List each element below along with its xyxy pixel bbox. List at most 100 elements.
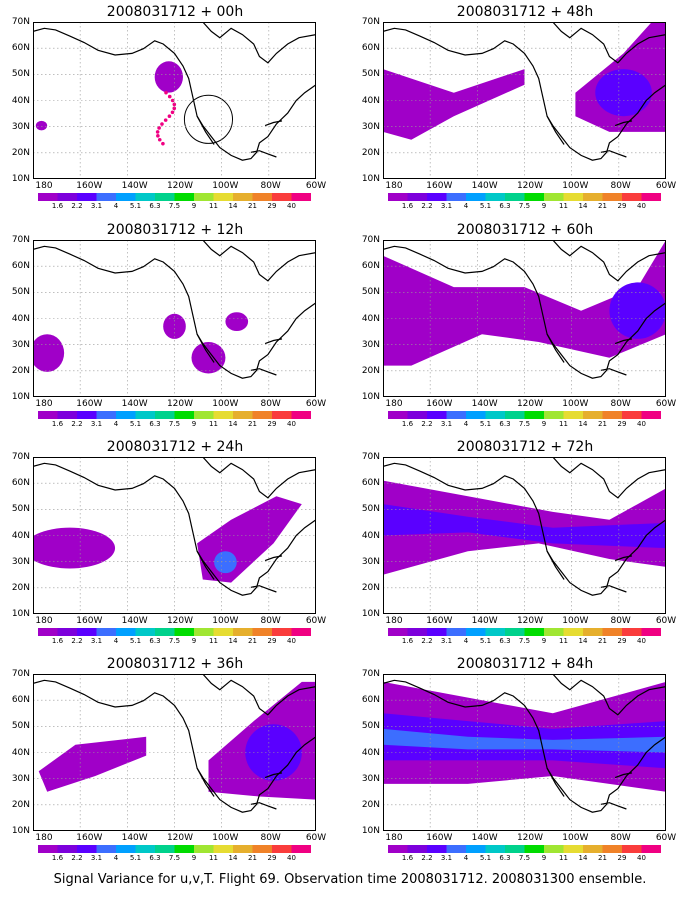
colorbar-swatch xyxy=(622,411,642,419)
y-tick-label: 30N xyxy=(361,556,380,567)
coastline xyxy=(202,674,316,716)
panel-title: 2008031712 + 00h xyxy=(106,4,244,20)
colorbar-swatch xyxy=(583,845,603,853)
colorbar-label: 40 xyxy=(287,202,296,210)
grid-lines xyxy=(383,457,666,614)
colorbar-swatch xyxy=(427,845,447,853)
colorbar-swatch xyxy=(388,845,408,853)
variance-region xyxy=(154,61,183,93)
variance-region xyxy=(225,312,249,332)
colorbar-swatch xyxy=(544,193,564,201)
map-plot xyxy=(383,240,666,397)
x-tick-label: 140W xyxy=(471,399,498,409)
y-tick-label: 70N xyxy=(361,17,380,27)
colorbar-swatch xyxy=(272,628,292,636)
colorbar xyxy=(388,845,661,853)
coastline xyxy=(264,772,283,779)
panel-title: 2008031712 + 24h xyxy=(106,439,244,455)
colorbar-label: 29 xyxy=(267,420,277,428)
y-tick-label: 60N xyxy=(11,478,30,489)
colorbar-label: 9 xyxy=(191,637,197,645)
coastline xyxy=(33,27,316,161)
y-tick-label: 10N xyxy=(11,392,30,402)
colorbar-swatch xyxy=(466,411,486,419)
y-tick-label: 20N xyxy=(11,365,30,376)
map-panel-84h: 2008031712 + 84h 70N 60N 50N 40N 30N 20N 10N 180… xyxy=(350,654,700,876)
grid-lines xyxy=(383,674,666,831)
colorbar-swatch xyxy=(544,845,564,853)
colorbar-swatch xyxy=(174,628,195,636)
x-tick-label: 80W xyxy=(610,616,631,626)
variance-region xyxy=(33,527,116,569)
colorbar-label: 14 xyxy=(578,202,588,210)
colorbar xyxy=(38,411,311,419)
colorbar-label: 11 xyxy=(559,202,568,210)
colorbar-swatch xyxy=(505,411,525,419)
flight-track-point xyxy=(170,98,175,103)
coastline xyxy=(383,245,666,379)
coastline xyxy=(383,462,666,596)
map-panel-24h: 2008031712 + 24h 70N 60N 50N 40N 30N 20N 10N 180… xyxy=(0,437,350,659)
colorbar-label: 14 xyxy=(578,854,588,862)
flight-track-point xyxy=(160,122,164,126)
y-tick-label: 50N xyxy=(361,287,380,298)
colorbar-label: 6.3 xyxy=(149,420,161,428)
y-tick-label: 30N xyxy=(11,773,30,784)
y-tick-label: 10N xyxy=(11,609,30,619)
x-tick-label: 60W xyxy=(305,616,327,626)
colorbar-label: 9 xyxy=(191,420,197,428)
colorbar-swatch xyxy=(641,193,661,201)
x-tick-label: 120W xyxy=(516,833,544,843)
map-frame xyxy=(33,240,316,397)
colorbar-label: 2.2 xyxy=(421,637,433,645)
colorbar-label: 11 xyxy=(559,420,568,428)
colorbar-label: 40 xyxy=(287,420,296,428)
flight-track-point xyxy=(157,137,162,142)
colorbar-label: 3.1 xyxy=(90,202,103,210)
coastline xyxy=(196,115,215,145)
y-tick-label: 60N xyxy=(11,43,30,54)
x-tick-label: 160W xyxy=(76,833,103,843)
y-tick-label: 50N xyxy=(361,504,380,515)
colorbar-label: 3.1 xyxy=(90,420,103,428)
colorbar-label: 6.3 xyxy=(149,854,161,862)
x-tick-label: 180 xyxy=(35,181,53,191)
x-tick-label: 140W xyxy=(471,833,498,843)
colorbar-label: 29 xyxy=(267,202,277,210)
y-tick-label: 40N xyxy=(11,747,30,758)
coastline xyxy=(196,550,215,580)
colorbar-label: 6.3 xyxy=(499,854,511,862)
colorbar-swatch xyxy=(524,845,545,853)
colorbar-label: 5.1 xyxy=(129,420,142,428)
colorbar-swatch xyxy=(427,628,447,636)
colorbar-label: 1.6 xyxy=(51,202,64,210)
colorbar-swatch xyxy=(563,628,584,636)
colorbar-swatch xyxy=(135,845,156,853)
x-tick-label: 140W xyxy=(471,616,498,626)
colorbar-swatch xyxy=(252,193,273,201)
colorbar-swatch xyxy=(57,193,78,201)
y-tick-label: 20N xyxy=(361,582,380,593)
colorbar-label: 6.3 xyxy=(499,637,511,645)
y-tick-label: 60N xyxy=(11,261,30,272)
colorbar-swatch xyxy=(174,411,195,419)
x-tick-label: 120W xyxy=(516,616,544,626)
x-tick-label: 120W xyxy=(516,399,544,409)
colorbar-swatch xyxy=(485,193,506,201)
flight-track-point xyxy=(172,102,177,107)
colorbar-label: 2.2 xyxy=(71,202,83,210)
colorbar-label: 1.6 xyxy=(401,420,414,428)
colorbar-label: 5.1 xyxy=(129,637,142,645)
colorbar-label: 40 xyxy=(637,854,646,862)
y-tick-label: 60N xyxy=(361,478,380,489)
colorbar-label: 5.1 xyxy=(479,854,492,862)
colorbar-swatch xyxy=(252,628,273,636)
coastline xyxy=(600,368,627,376)
colorbar-label: 3.1 xyxy=(90,854,103,862)
colorbar-swatch xyxy=(174,845,195,853)
colorbar-label: 11 xyxy=(209,420,218,428)
x-tick-label: 180 xyxy=(385,616,403,626)
x-tick-label: 140W xyxy=(121,616,148,626)
colorbar-swatch xyxy=(485,411,506,419)
x-tick-label: 140W xyxy=(121,181,148,191)
